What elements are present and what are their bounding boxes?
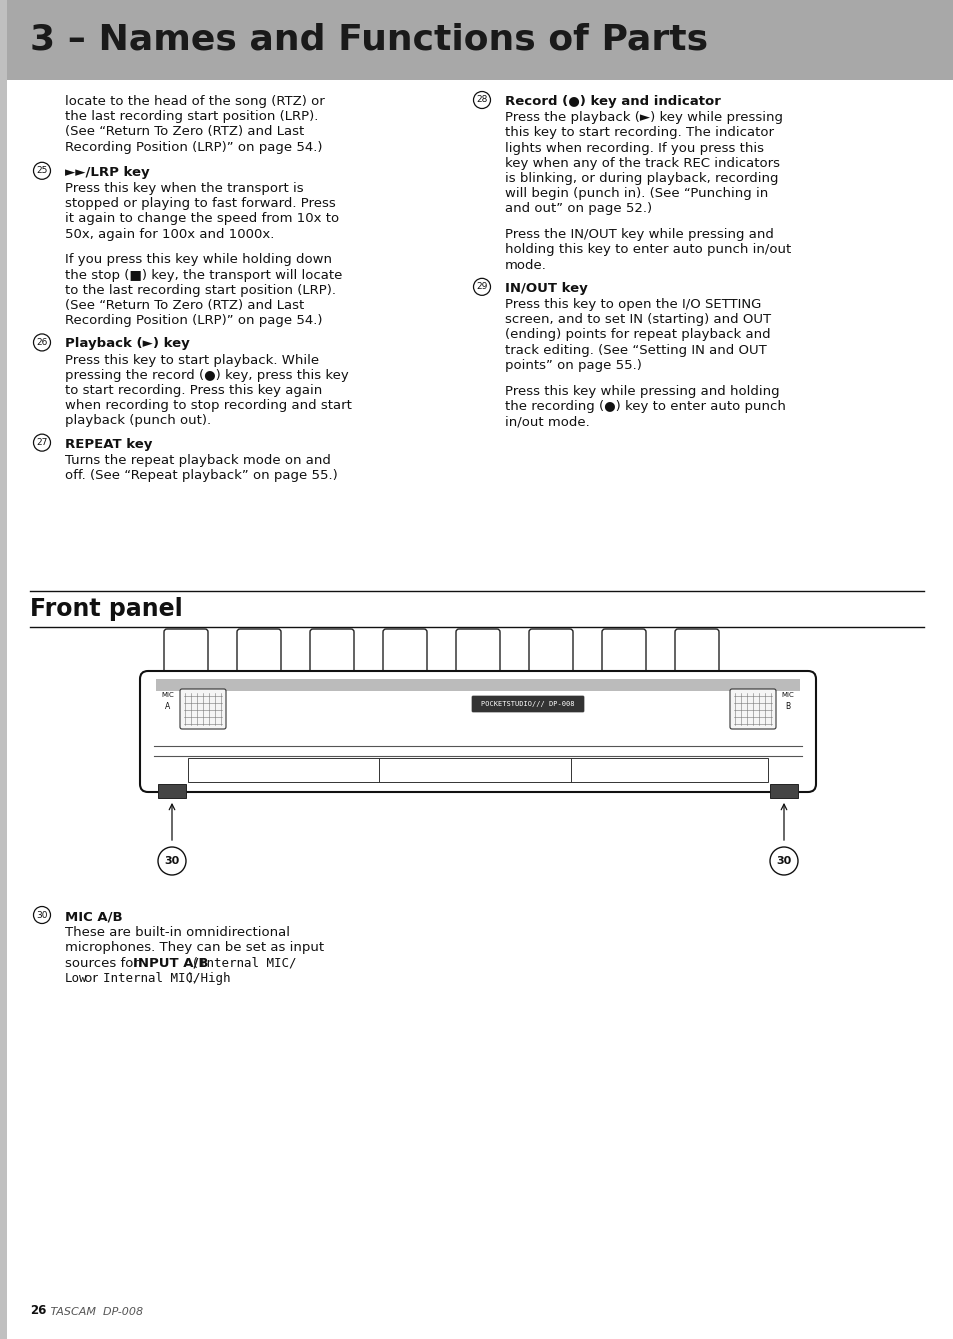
- Text: Recording Position (LRP)” on page 54.): Recording Position (LRP)” on page 54.): [65, 315, 322, 327]
- Text: and out” on page 52.): and out” on page 52.): [504, 202, 652, 216]
- Text: (See “Return To Zero (RTZ) and Last: (See “Return To Zero (RTZ) and Last: [65, 126, 304, 138]
- Text: is blinking, or during playback, recording: is blinking, or during playback, recordi…: [504, 171, 778, 185]
- Text: 30: 30: [36, 911, 48, 920]
- FancyBboxPatch shape: [158, 785, 186, 798]
- Text: 3 – Names and Functions of Parts: 3 – Names and Functions of Parts: [30, 23, 707, 58]
- Text: Press the playback (►) key while pressing: Press the playback (►) key while pressin…: [504, 111, 782, 125]
- Text: 26: 26: [36, 337, 48, 347]
- FancyBboxPatch shape: [529, 629, 573, 678]
- FancyBboxPatch shape: [164, 629, 208, 678]
- Text: stopped or playing to fast forward. Press: stopped or playing to fast forward. Pres…: [65, 197, 335, 210]
- Text: it again to change the speed from 10x to: it again to change the speed from 10x to: [65, 213, 338, 225]
- Text: when recording to stop recording and start: when recording to stop recording and sta…: [65, 399, 352, 412]
- Text: or: or: [80, 972, 102, 984]
- Text: to start recording. Press this key again: to start recording. Press this key again: [65, 384, 322, 398]
- Text: MIC: MIC: [161, 692, 174, 698]
- Text: locate to the head of the song (RTZ) or: locate to the head of the song (RTZ) or: [65, 95, 324, 108]
- FancyBboxPatch shape: [769, 785, 797, 798]
- Text: IN/OUT key: IN/OUT key: [504, 281, 587, 295]
- FancyBboxPatch shape: [456, 629, 499, 678]
- Text: (ending) points for repeat playback and: (ending) points for repeat playback and: [504, 328, 770, 341]
- Text: 25: 25: [36, 166, 48, 175]
- Text: holding this key to enter auto punch in/out: holding this key to enter auto punch in/…: [504, 244, 790, 257]
- FancyBboxPatch shape: [382, 629, 427, 678]
- Text: (See “Return To Zero (RTZ) and Last: (See “Return To Zero (RTZ) and Last: [65, 299, 304, 312]
- Text: the last recording start position (LRP).: the last recording start position (LRP).: [65, 110, 318, 123]
- FancyBboxPatch shape: [156, 679, 800, 691]
- Text: playback (punch out).: playback (punch out).: [65, 415, 211, 427]
- Text: the stop (■) key, the transport will locate: the stop (■) key, the transport will loc…: [65, 269, 342, 281]
- FancyBboxPatch shape: [0, 0, 7, 1339]
- FancyBboxPatch shape: [675, 629, 719, 678]
- Text: MIC: MIC: [781, 692, 794, 698]
- Text: this key to start recording. The indicator: this key to start recording. The indicat…: [504, 126, 773, 139]
- Text: 29: 29: [476, 283, 487, 292]
- Text: key when any of the track REC indicators: key when any of the track REC indicators: [504, 157, 780, 170]
- Text: 50x, again for 100x and 1000x.: 50x, again for 100x and 1000x.: [65, 228, 274, 241]
- Text: 26: 26: [30, 1304, 47, 1318]
- Text: microphones. They can be set as input: microphones. They can be set as input: [65, 941, 324, 955]
- Text: POCKETSTUDIO/// DP-008: POCKETSTUDIO/// DP-008: [480, 702, 574, 707]
- Text: Press this key to open the I/O SETTING: Press this key to open the I/O SETTING: [504, 299, 760, 311]
- Text: MIC A/B: MIC A/B: [65, 911, 123, 923]
- Text: track editing. (See “Setting IN and OUT: track editing. (See “Setting IN and OUT: [504, 344, 766, 356]
- Text: 30: 30: [776, 856, 791, 866]
- Text: points” on page 55.): points” on page 55.): [504, 359, 641, 372]
- Text: A: A: [165, 702, 171, 711]
- Text: Record (●) key and indicator: Record (●) key and indicator: [504, 95, 720, 108]
- FancyBboxPatch shape: [601, 629, 645, 678]
- Text: If you press this key while holding down: If you press this key while holding down: [65, 253, 332, 266]
- Text: Playback (►) key: Playback (►) key: [65, 337, 190, 351]
- Text: will begin (punch in). (See “Punching in: will begin (punch in). (See “Punching in: [504, 187, 767, 201]
- Text: These are built-in omnidirectional: These are built-in omnidirectional: [65, 927, 290, 939]
- Text: 28: 28: [476, 95, 487, 104]
- Text: ).: ).: [188, 972, 196, 984]
- Text: the recording (●) key to enter auto punch: the recording (●) key to enter auto punc…: [504, 400, 785, 412]
- Text: Press this key while pressing and holding: Press this key while pressing and holdin…: [504, 384, 779, 398]
- Text: TASCAM  DP-008: TASCAM DP-008: [47, 1307, 143, 1318]
- Text: INPUT A/B: INPUT A/B: [132, 956, 208, 969]
- Text: (Internal MIC/: (Internal MIC/: [184, 956, 295, 969]
- FancyBboxPatch shape: [0, 0, 953, 80]
- Text: in/out mode.: in/out mode.: [504, 415, 589, 428]
- FancyBboxPatch shape: [310, 629, 354, 678]
- Text: ►►/LRP key: ►►/LRP key: [65, 166, 150, 179]
- Text: sources for: sources for: [65, 956, 143, 969]
- Text: pressing the record (●) key, press this key: pressing the record (●) key, press this …: [65, 368, 349, 382]
- Text: Recording Position (LRP)” on page 54.): Recording Position (LRP)” on page 54.): [65, 141, 322, 154]
- Text: mode.: mode.: [504, 258, 546, 272]
- FancyBboxPatch shape: [188, 758, 767, 782]
- FancyBboxPatch shape: [180, 690, 226, 728]
- Text: Turns the repeat playback mode on and: Turns the repeat playback mode on and: [65, 454, 331, 467]
- FancyBboxPatch shape: [140, 671, 815, 791]
- Text: Press this key when the transport is: Press this key when the transport is: [65, 182, 303, 195]
- Text: Internal MIC/High: Internal MIC/High: [103, 972, 230, 984]
- Text: B: B: [784, 702, 790, 711]
- FancyBboxPatch shape: [472, 696, 583, 712]
- Text: Press the IN/OUT key while pressing and: Press the IN/OUT key while pressing and: [504, 228, 773, 241]
- Text: 27: 27: [36, 438, 48, 447]
- Text: Low: Low: [65, 972, 88, 984]
- Text: off. (See “Repeat playback” on page 55.): off. (See “Repeat playback” on page 55.): [65, 469, 337, 482]
- Text: Front panel: Front panel: [30, 597, 183, 621]
- Text: screen, and to set IN (starting) and OUT: screen, and to set IN (starting) and OUT: [504, 313, 770, 327]
- FancyBboxPatch shape: [236, 629, 281, 678]
- Text: REPEAT key: REPEAT key: [65, 438, 152, 451]
- Text: to the last recording start position (LRP).: to the last recording start position (LR…: [65, 284, 335, 297]
- FancyBboxPatch shape: [729, 690, 775, 728]
- Text: 30: 30: [164, 856, 179, 866]
- Text: Press this key to start playback. While: Press this key to start playback. While: [65, 353, 319, 367]
- Text: lights when recording. If you press this: lights when recording. If you press this: [504, 142, 763, 154]
